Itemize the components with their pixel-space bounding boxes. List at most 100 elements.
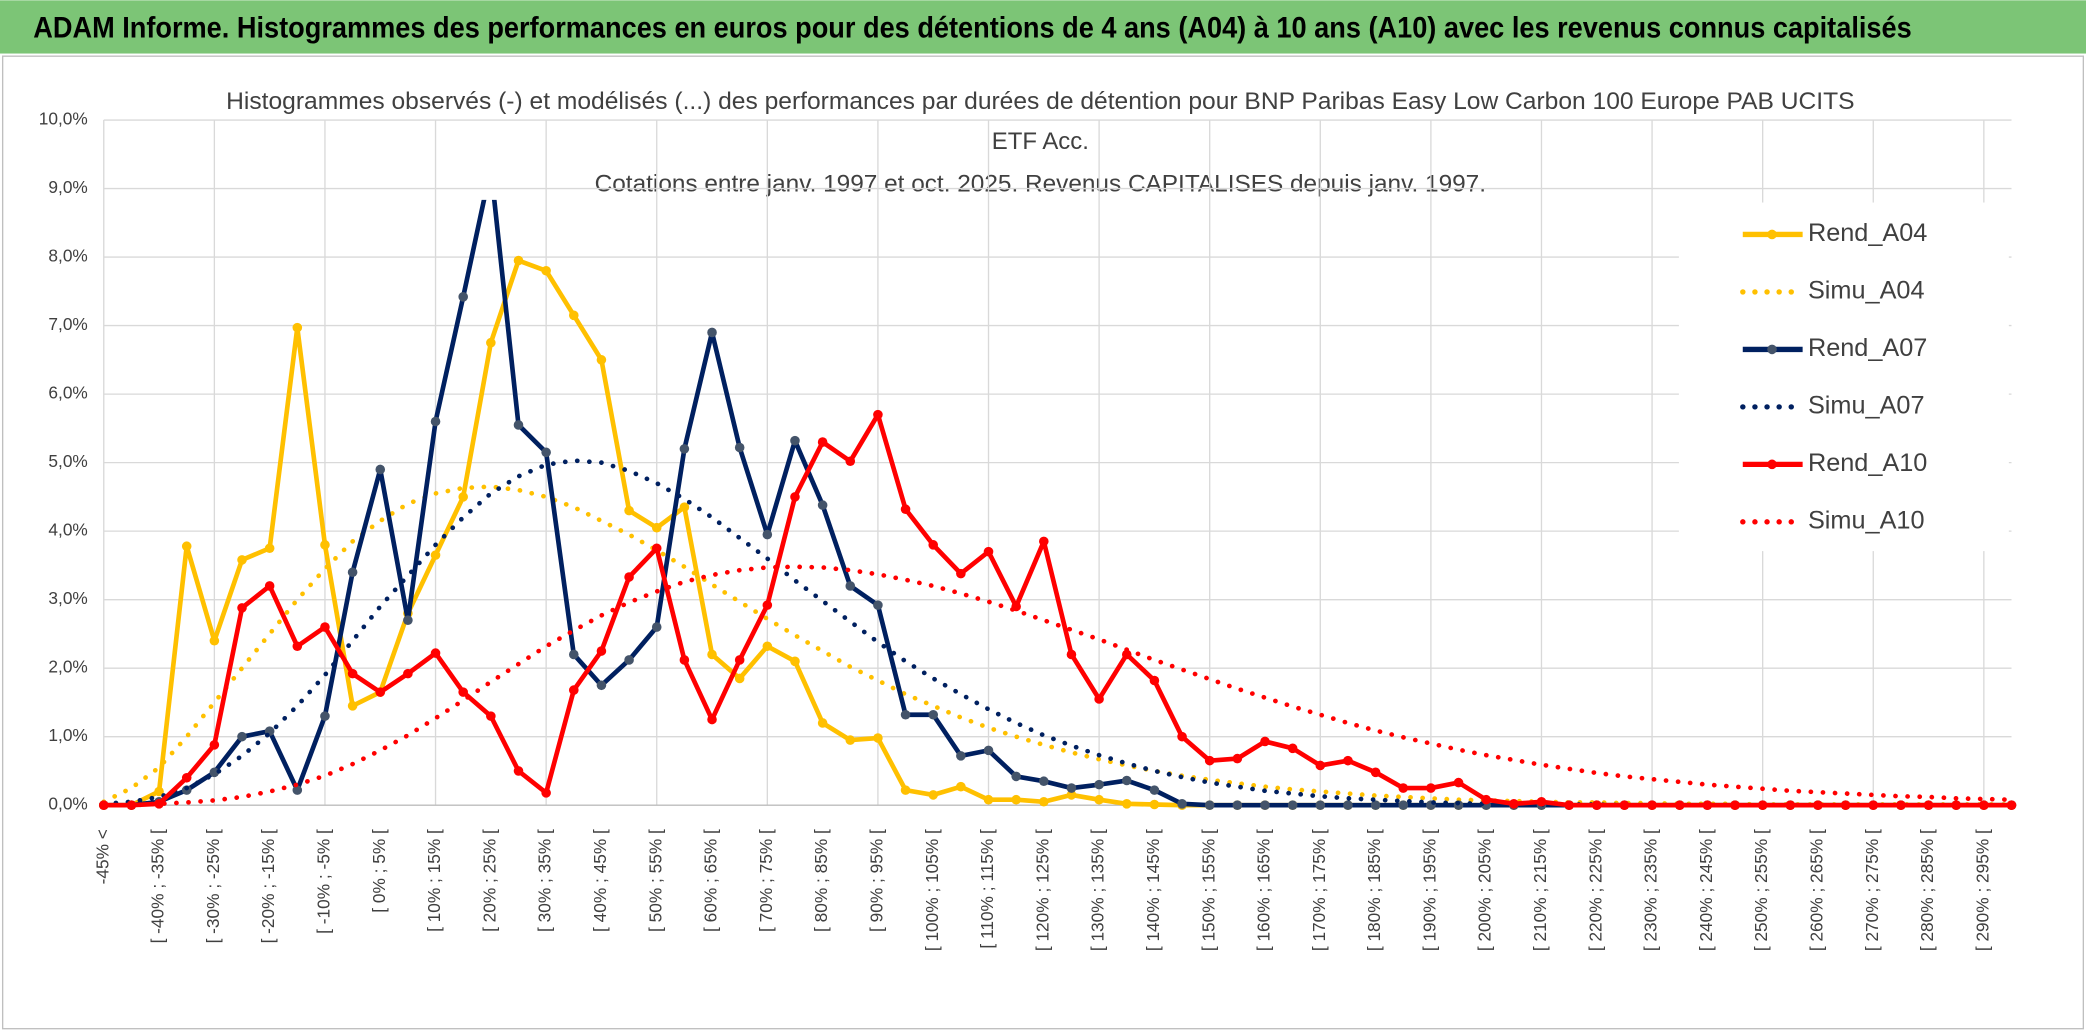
data-point: [1232, 753, 1243, 764]
x-tick-label: [ 160% ; 165% [: [1254, 829, 1274, 951]
data-point: [1757, 800, 1768, 810]
data-point: [1204, 800, 1215, 810]
x-tick-label: -45% <: [92, 829, 112, 884]
data-point: [1730, 800, 1740, 810]
data-point: [1398, 800, 1409, 810]
x-tick-label: [ 170% ; 175% [: [1309, 829, 1329, 951]
data-point: [873, 600, 883, 610]
legend-label: Rend_A07: [1808, 334, 1927, 362]
x-tick-label: [ 240% ; 245% [: [1696, 829, 1716, 951]
data-point: [1011, 771, 1021, 782]
data-point: [1785, 800, 1796, 810]
data-point: [1343, 755, 1353, 766]
x-tick-label: [ 250% ; 255% [: [1751, 829, 1771, 951]
data-point: [1066, 649, 1077, 660]
x-tick-label: [ 70% ; 75% [: [756, 829, 776, 932]
data-point: [1315, 800, 1326, 810]
data-point: [264, 543, 275, 554]
data-point: [983, 546, 994, 557]
data-point: [568, 685, 579, 695]
data-point: [264, 581, 275, 591]
data-point: [1509, 799, 1519, 809]
data-point: [403, 668, 413, 679]
data-point: [762, 641, 773, 652]
y-tick-label: 0,0%: [48, 794, 87, 814]
data-point: [1647, 800, 1657, 810]
data-point: [541, 447, 551, 458]
data-point: [154, 786, 164, 797]
x-tick-label: [ -40% ; -35% [: [148, 829, 168, 943]
data-point: [1121, 799, 1132, 809]
data-point: [347, 701, 358, 711]
data-point: [1039, 796, 1049, 807]
data-point: [1177, 799, 1187, 809]
data-point: [1923, 800, 1934, 810]
data-point: [1121, 649, 1132, 660]
legend-marker: [1767, 459, 1777, 470]
data-point: [1813, 800, 1823, 810]
data-point: [1066, 783, 1077, 793]
y-tick-label: 1,0%: [48, 725, 87, 745]
data-point: [1149, 785, 1160, 795]
data-point: [541, 788, 551, 798]
data-point: [1315, 760, 1326, 771]
data-point: [181, 772, 192, 783]
data-point: [375, 687, 386, 697]
data-point: [1868, 800, 1879, 810]
series-line: [101, 564, 2014, 808]
data-point: [1287, 743, 1298, 754]
data-point: [734, 655, 745, 665]
data-point: [320, 622, 330, 632]
data-point: [237, 731, 247, 742]
data-point: [651, 543, 662, 554]
data-point: [1896, 800, 1906, 810]
data-point: [817, 718, 828, 728]
x-tick-label: [ -10% ; -5% [: [314, 829, 334, 934]
data-point: [347, 668, 358, 679]
data-point: [900, 504, 911, 514]
data-point: [1094, 794, 1104, 805]
data-point: [1453, 777, 1464, 788]
x-tick-label: [ 30% ; 35% [: [535, 829, 555, 932]
data-point: [541, 265, 551, 276]
data-point: [790, 656, 800, 667]
data-point: [707, 327, 717, 338]
chart-title: ETF Acc.: [992, 128, 1089, 155]
data-point: [375, 464, 386, 475]
data-point: [2006, 800, 2017, 810]
data-point: [1343, 800, 1353, 810]
x-tick-label: [ 280% ; 285% [: [1917, 829, 1937, 951]
y-tick-label: 9,0%: [48, 177, 87, 197]
data-point: [817, 437, 828, 447]
chart-title: Cotations entre janv. 1997 et oct. 2025.…: [595, 171, 1486, 198]
data-point: [1619, 800, 1630, 810]
y-tick-label: 8,0%: [48, 246, 87, 266]
x-tick-label: [ 150% ; 155% [: [1198, 829, 1218, 951]
data-point: [458, 492, 468, 502]
x-tick-label: [ 270% ; 275% [: [1862, 829, 1882, 951]
data-point: [596, 355, 607, 365]
data-point: [209, 767, 220, 778]
x-tick-label: [ 200% ; 205% [: [1475, 829, 1495, 951]
x-tick-label: [ 40% ; 45% [: [590, 829, 610, 932]
data-point: [1260, 736, 1270, 747]
data-point: [596, 646, 607, 656]
data-point: [513, 255, 524, 266]
data-point: [568, 310, 579, 321]
data-point: [1702, 800, 1713, 810]
data-point: [790, 492, 800, 502]
data-point: [1121, 775, 1132, 786]
data-point: [403, 615, 413, 625]
legend-label: Simu_A10: [1808, 506, 1925, 534]
data-point: [209, 635, 220, 646]
data-point: [1481, 794, 1491, 805]
series: [98, 409, 2017, 810]
data-point: [1039, 536, 1049, 547]
data-point: [1536, 796, 1547, 807]
data-point: [624, 505, 634, 516]
data-point: [1066, 790, 1077, 800]
data-point: [624, 655, 634, 665]
data-point: [956, 568, 966, 579]
x-tick-label: [ 140% ; 145% [: [1143, 829, 1163, 951]
